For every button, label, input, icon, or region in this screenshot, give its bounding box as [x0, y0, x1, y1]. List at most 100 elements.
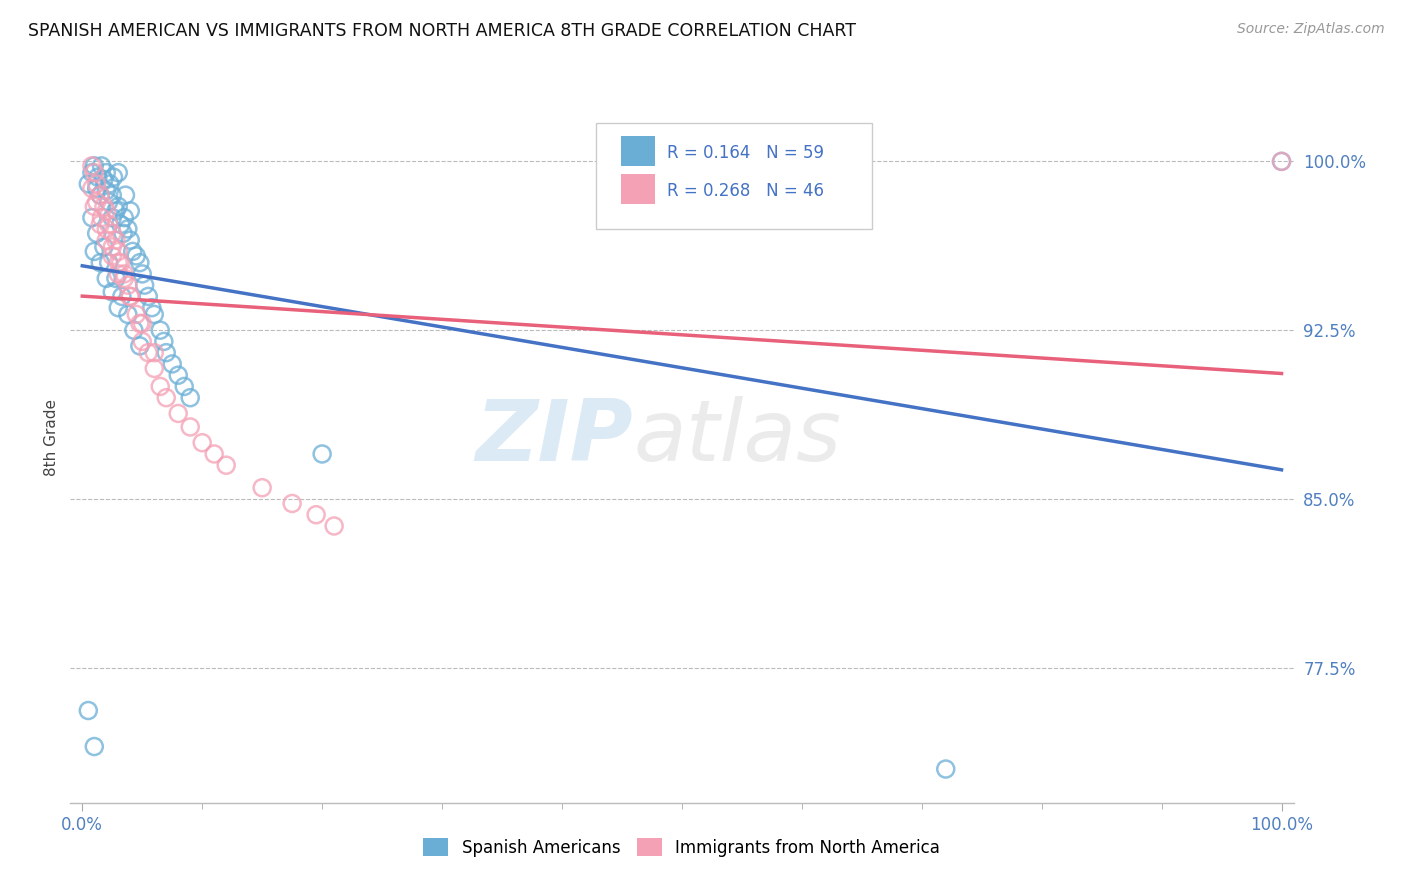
Point: [112, 211, 135, 225]
Point: [143, 361, 166, 376]
Point: [80, 181, 103, 195]
Point: [77, 177, 100, 191]
Point: [97, 255, 120, 269]
Y-axis label: 8th Grade: 8th Grade: [44, 399, 59, 475]
Point: [96, 222, 118, 236]
Point: [167, 407, 190, 421]
Point: [131, 267, 153, 281]
Point: [122, 323, 145, 337]
Point: [89, 218, 111, 232]
Point: [121, 244, 143, 259]
Point: [143, 307, 166, 321]
FancyBboxPatch shape: [621, 174, 655, 204]
Point: [153, 334, 176, 349]
Point: [104, 233, 127, 247]
Point: [125, 249, 148, 263]
Point: [86, 227, 108, 241]
Point: [80, 211, 103, 225]
Point: [83, 159, 105, 173]
Point: [93, 172, 115, 186]
Point: [143, 345, 166, 359]
Point: [935, 762, 957, 776]
Point: [101, 227, 124, 241]
Point: [136, 345, 159, 359]
Point: [104, 203, 127, 218]
Point: [117, 307, 139, 321]
Point: [86, 181, 108, 195]
Point: [89, 188, 111, 202]
Point: [83, 166, 105, 180]
Point: [215, 458, 238, 473]
Point: [101, 285, 124, 299]
Point: [96, 233, 118, 247]
Point: [83, 739, 105, 754]
Point: [87, 170, 110, 185]
Point: [90, 159, 112, 173]
Point: [93, 240, 115, 254]
Point: [101, 211, 124, 225]
Point: [97, 194, 120, 209]
Point: [112, 227, 135, 241]
FancyBboxPatch shape: [596, 122, 872, 228]
Point: [114, 188, 136, 202]
Text: R = 0.268   N = 46: R = 0.268 N = 46: [668, 182, 824, 200]
Point: [101, 188, 124, 202]
Point: [83, 244, 105, 259]
Point: [107, 267, 129, 281]
Point: [179, 391, 201, 405]
Point: [107, 255, 129, 269]
Text: Source: ZipAtlas.com: Source: ZipAtlas.com: [1237, 22, 1385, 37]
Point: [191, 435, 214, 450]
Text: R = 0.164   N = 59: R = 0.164 N = 59: [668, 144, 824, 161]
Point: [149, 379, 172, 393]
Point: [160, 357, 183, 371]
Point: [117, 222, 139, 236]
Point: [128, 339, 150, 353]
Point: [107, 244, 129, 259]
Point: [120, 233, 142, 247]
Point: [90, 211, 112, 225]
Point: [1270, 154, 1292, 169]
Point: [179, 420, 201, 434]
Point: [120, 289, 142, 303]
Point: [149, 323, 172, 337]
Point: [96, 166, 118, 180]
Point: [167, 368, 190, 383]
Text: atlas: atlas: [633, 395, 841, 479]
Point: [131, 334, 153, 349]
Point: [98, 177, 121, 191]
Point: [103, 170, 125, 185]
Point: [125, 307, 148, 321]
Point: [202, 447, 225, 461]
Point: [107, 301, 129, 315]
Point: [112, 267, 135, 281]
Point: [97, 218, 120, 232]
Point: [128, 255, 150, 269]
Point: [117, 278, 139, 293]
Point: [107, 166, 129, 180]
Point: [141, 301, 163, 315]
Point: [128, 317, 150, 331]
Point: [80, 159, 103, 173]
FancyBboxPatch shape: [621, 136, 655, 167]
Point: [89, 255, 111, 269]
Point: [120, 289, 142, 303]
Point: [1270, 154, 1292, 169]
Point: [86, 194, 108, 209]
Point: [77, 704, 100, 718]
Point: [155, 391, 177, 405]
Point: [104, 271, 127, 285]
Text: ZIP: ZIP: [475, 395, 633, 479]
Point: [281, 496, 304, 510]
Point: [101, 240, 124, 254]
Point: [89, 188, 111, 202]
Point: [131, 317, 153, 331]
Point: [120, 203, 142, 218]
Point: [96, 203, 118, 218]
Point: [110, 255, 132, 269]
Point: [111, 289, 134, 303]
Point: [311, 447, 333, 461]
Point: [323, 519, 346, 533]
Point: [86, 177, 108, 191]
Point: [173, 379, 195, 393]
